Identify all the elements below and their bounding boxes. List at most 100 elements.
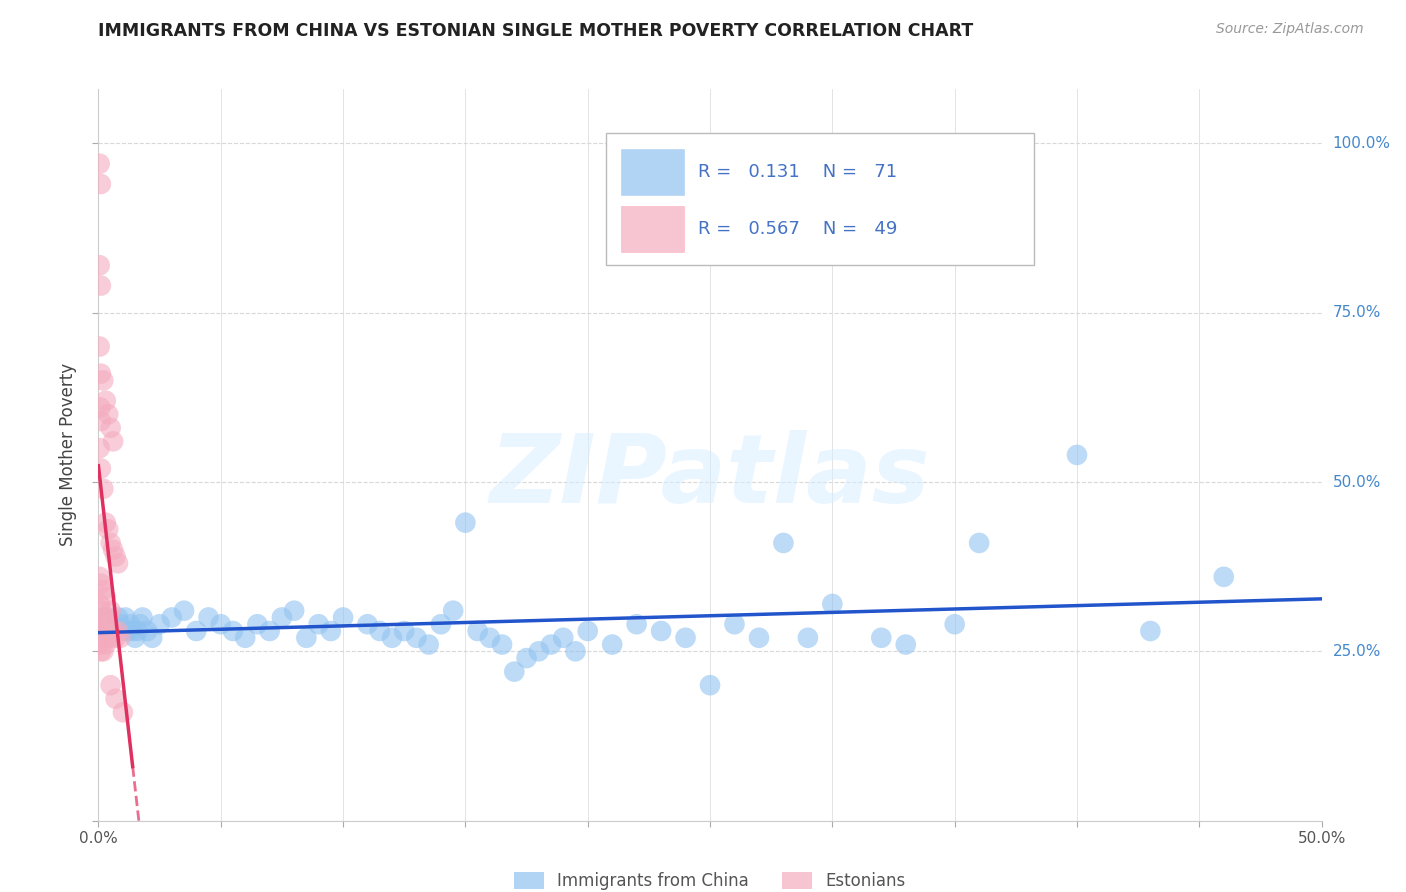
Point: [90, 610, 112, 624]
Point: [149, 617, 172, 632]
Text: ZIPatlas: ZIPatlas: [489, 430, 931, 524]
Point: [101, 624, 124, 638]
Point: [97, 523, 120, 537]
Point: [540, 638, 562, 652]
Point: [967, 536, 990, 550]
Point: [89, 638, 111, 652]
Point: [491, 638, 513, 652]
Point: [101, 617, 124, 632]
Point: [91, 610, 114, 624]
Text: R =   0.131    N =   71: R = 0.131 N = 71: [697, 163, 897, 181]
Y-axis label: Single Mother Poverty: Single Mother Poverty: [59, 363, 77, 547]
Text: 50.0%: 50.0%: [1333, 475, 1381, 490]
Text: 100.0%: 100.0%: [1333, 136, 1391, 151]
Point: [121, 624, 143, 638]
Point: [197, 610, 219, 624]
Point: [405, 631, 427, 645]
Point: [104, 691, 127, 706]
Point: [111, 624, 134, 638]
Point: [430, 617, 453, 632]
Point: [503, 665, 526, 679]
Point: [131, 610, 153, 624]
Point: [332, 610, 354, 624]
Point: [110, 631, 132, 645]
Point: [441, 604, 464, 618]
Text: R =   0.567    N =   49: R = 0.567 N = 49: [697, 220, 897, 238]
Point: [94, 638, 117, 652]
Point: [1212, 570, 1234, 584]
Point: [319, 624, 342, 638]
Point: [89, 597, 111, 611]
Text: 75.0%: 75.0%: [1333, 305, 1381, 320]
Point: [270, 610, 294, 624]
Point: [124, 631, 146, 645]
Point: [104, 631, 127, 645]
Point: [127, 624, 149, 638]
Point: [91, 373, 114, 387]
Point: [94, 590, 117, 604]
Point: [89, 258, 111, 272]
Point: [129, 617, 152, 632]
Point: [100, 536, 122, 550]
Point: [91, 624, 114, 638]
Point: [90, 604, 112, 618]
FancyBboxPatch shape: [620, 206, 685, 252]
Point: [91, 482, 114, 496]
Point: [772, 536, 794, 550]
Point: [94, 631, 117, 645]
Point: [94, 617, 117, 632]
Point: [89, 157, 111, 171]
Point: [356, 617, 378, 632]
Point: [467, 624, 489, 638]
Text: Source: ZipAtlas.com: Source: ZipAtlas.com: [1216, 22, 1364, 37]
Point: [283, 604, 305, 618]
Point: [97, 407, 120, 421]
Text: IMMIGRANTS FROM CHINA VS ESTONIAN SINGLE MOTHER POVERTY CORRELATION CHART: IMMIGRANTS FROM CHINA VS ESTONIAN SINGLE…: [98, 22, 974, 40]
Point: [89, 401, 111, 415]
Point: [90, 278, 112, 293]
Point: [89, 441, 111, 455]
Point: [368, 624, 391, 638]
Text: 25.0%: 25.0%: [1333, 644, 1381, 659]
Legend: Immigrants from China, Estonians: Immigrants from China, Estonians: [508, 865, 912, 892]
Point: [97, 617, 120, 632]
Point: [107, 610, 129, 624]
Point: [308, 617, 330, 632]
Point: [699, 678, 721, 692]
Point: [91, 617, 114, 632]
Point: [160, 610, 183, 624]
Point: [94, 610, 117, 624]
Point: [141, 631, 163, 645]
Point: [259, 624, 281, 638]
Point: [136, 624, 159, 638]
Point: [111, 706, 134, 720]
Point: [110, 617, 132, 632]
Point: [104, 624, 127, 638]
Point: [117, 624, 139, 638]
Point: [748, 631, 770, 645]
Point: [478, 631, 501, 645]
Point: [209, 617, 232, 632]
Point: [90, 576, 112, 591]
Point: [173, 604, 195, 618]
Point: [94, 393, 117, 408]
Point: [100, 604, 122, 618]
Point: [870, 631, 893, 645]
Point: [564, 644, 586, 658]
Point: [90, 644, 112, 658]
Point: [100, 631, 122, 645]
Point: [392, 624, 416, 638]
Point: [100, 421, 122, 435]
Point: [650, 624, 672, 638]
Point: [97, 624, 120, 638]
FancyBboxPatch shape: [620, 149, 685, 194]
Point: [553, 631, 575, 645]
Point: [89, 570, 111, 584]
FancyBboxPatch shape: [606, 133, 1035, 265]
Point: [90, 177, 112, 191]
Point: [943, 617, 966, 632]
Point: [295, 631, 318, 645]
Point: [821, 597, 844, 611]
Point: [90, 461, 112, 475]
Point: [97, 610, 120, 624]
